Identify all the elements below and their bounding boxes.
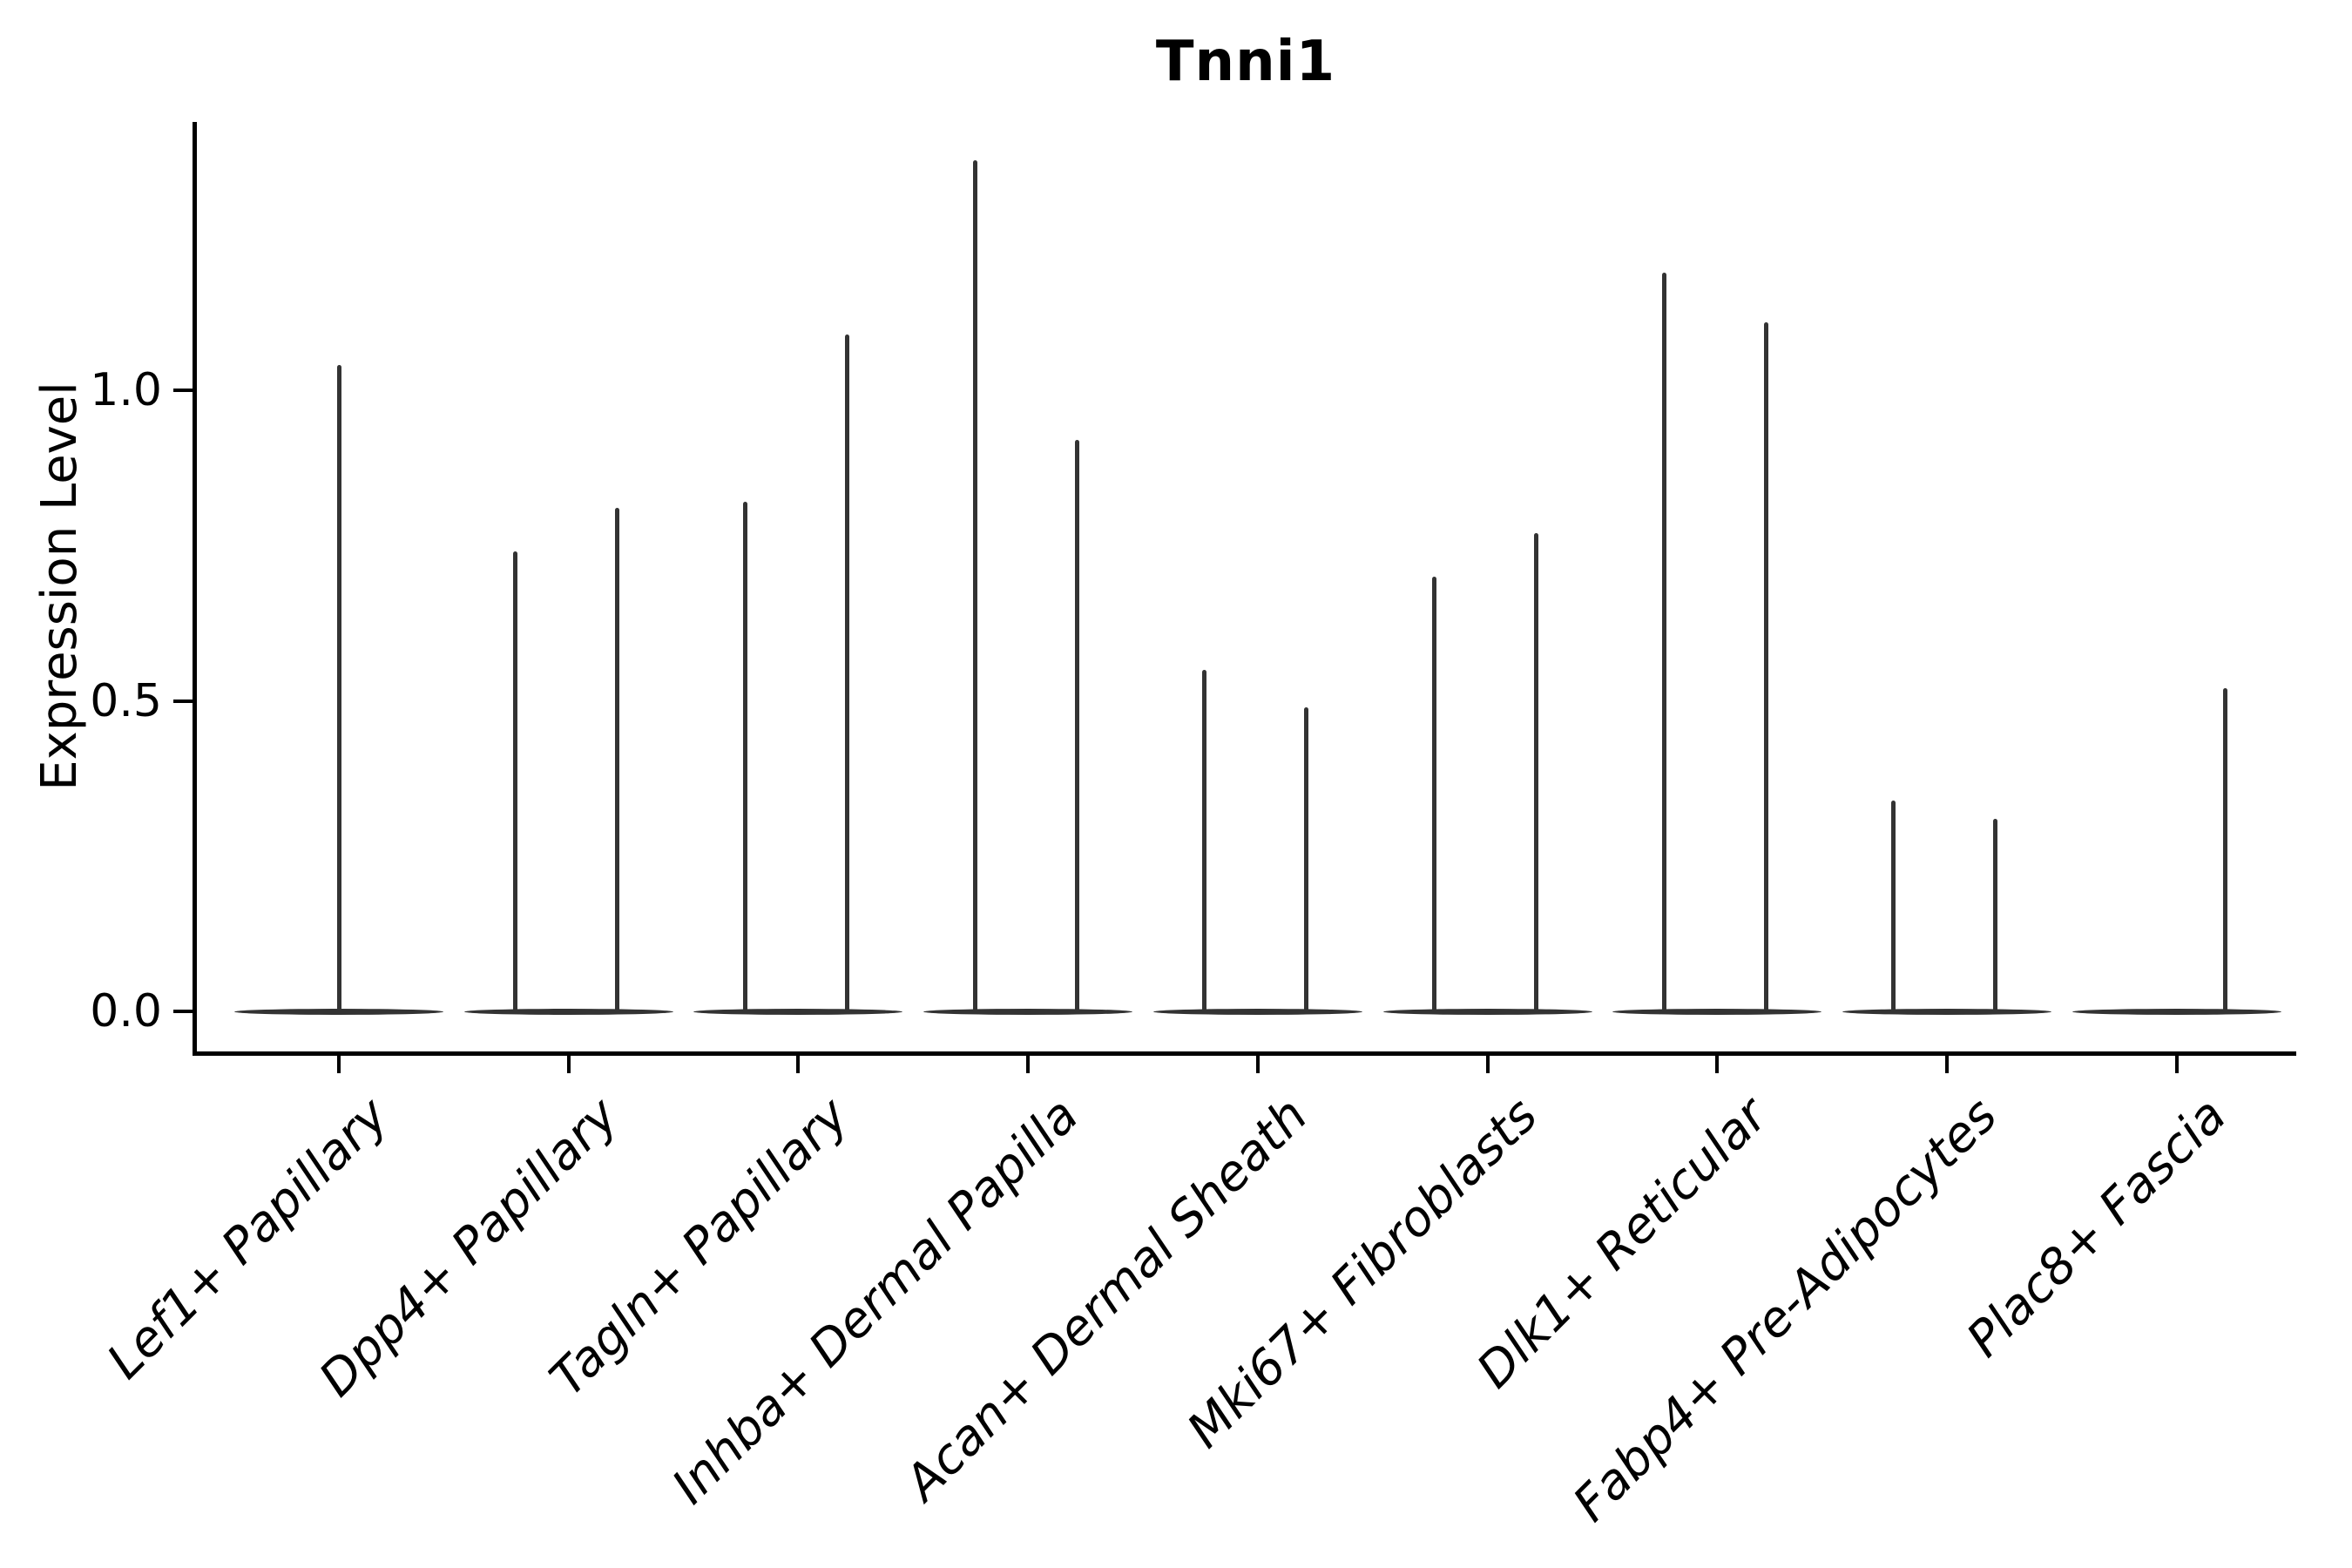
violin-spike	[2223, 688, 2228, 1011]
x-axis-label: Fabp4+ Pre-Adipocytes	[1562, 1087, 2008, 1533]
x-axis-label: Inhba+ Dermal Papilla	[660, 1087, 1090, 1516]
left-spine	[193, 122, 197, 1056]
violin-spike	[513, 551, 518, 1011]
x-axis-label: Acan+ Dermal Sheath	[894, 1087, 1319, 1511]
violin-base	[2072, 1008, 2281, 1015]
violin-spike	[1661, 272, 1666, 1011]
y-tick-mark	[173, 1010, 193, 1013]
violin-base	[923, 1008, 1133, 1015]
x-tick-mark	[566, 1056, 571, 1073]
y-tick-mark	[173, 699, 193, 703]
violin-spike	[972, 160, 977, 1011]
x-tick-mark	[796, 1056, 801, 1073]
violin-base	[1612, 1008, 1822, 1015]
y-tick-mark	[173, 389, 193, 392]
bottom-spine	[193, 1051, 2296, 1056]
violin-base	[234, 1008, 443, 1015]
violin-spike	[1993, 818, 1998, 1011]
violin-spike	[742, 502, 747, 1011]
violin-base	[1842, 1008, 2051, 1015]
violin-spike	[1074, 440, 1079, 1011]
violin-spike	[1432, 576, 1436, 1011]
x-tick-mark	[337, 1056, 341, 1073]
x-tick-mark	[1485, 1056, 1490, 1073]
y-tick-label: 1.0	[90, 364, 162, 416]
violin-spike	[844, 334, 849, 1011]
violin-spike	[615, 508, 620, 1011]
y-tick-label: 0.0	[90, 985, 162, 1037]
violin-base	[1152, 1008, 1362, 1015]
x-tick-mark	[1715, 1056, 1720, 1073]
violin-spike	[1534, 532, 1538, 1011]
x-tick-mark	[1026, 1056, 1031, 1073]
violin-base	[1382, 1008, 1592, 1015]
x-tick-mark	[1944, 1056, 1949, 1073]
chart-title: Tnni1	[1155, 30, 1336, 94]
violin-spike	[1763, 321, 1768, 1011]
violin-base	[693, 1008, 903, 1015]
violin-spike	[1202, 669, 1207, 1011]
violin-spike	[336, 365, 341, 1011]
violin-base	[463, 1008, 673, 1015]
violin-spike	[1891, 800, 1896, 1011]
y-tick-label: 0.5	[90, 674, 162, 727]
x-tick-mark	[2174, 1056, 2179, 1073]
x-tick-mark	[1255, 1056, 1260, 1073]
violin-spike	[1304, 706, 1309, 1011]
